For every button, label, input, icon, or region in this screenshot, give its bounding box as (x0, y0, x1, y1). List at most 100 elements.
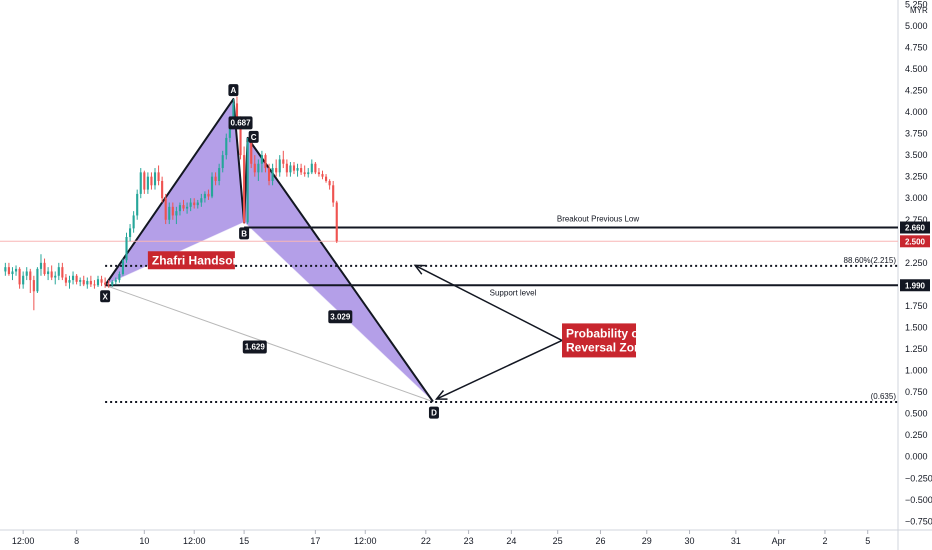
y-tick-label: 1.750 (905, 301, 928, 311)
candle-body (239, 124, 242, 156)
candle-body (324, 176, 328, 181)
candle-body (214, 176, 217, 181)
candle-body (43, 262, 46, 275)
prz-arrow-shaft (436, 339, 563, 400)
candle-body (96, 279, 100, 286)
point-label-x: X (102, 292, 108, 301)
y-tick-label: 1.250 (905, 344, 928, 354)
ratio-badge (228, 116, 253, 130)
point-label-a: A (231, 86, 237, 95)
candle-body (18, 268, 21, 285)
candle-body (71, 275, 75, 281)
y-tick-label: 3.000 (905, 193, 928, 203)
candle-body (193, 202, 196, 206)
candle-body (264, 155, 267, 169)
prz-arrow-head (434, 390, 448, 400)
point-badge-b (239, 227, 250, 240)
candle-body (303, 172, 306, 175)
annotation-zhafri-box (147, 251, 235, 270)
candle-body (139, 172, 142, 194)
candle-body (93, 284, 96, 286)
x-tick-label: Apr (772, 536, 786, 546)
y-tick-label: 4.250 (905, 85, 928, 95)
y-tick-label: 5.000 (905, 21, 928, 31)
point-badge-d (428, 406, 439, 419)
candle-body (111, 281, 114, 286)
candle-body (153, 172, 157, 186)
candle-body (82, 280, 85, 285)
x-tick-label: 25 (553, 536, 563, 546)
candle-body (271, 168, 274, 181)
prz-arrow-shaft (414, 264, 563, 342)
level-label-breakout: Breakout Previous Low (557, 215, 639, 224)
ratio-label: 0.687 (231, 118, 252, 127)
candle-body (282, 159, 285, 164)
candle-body (278, 159, 281, 173)
candle-body (307, 172, 310, 175)
candle-body (260, 155, 263, 164)
candle-body (289, 165, 292, 173)
y-tick-label: 4.000 (905, 107, 928, 117)
candle-body (189, 202, 192, 207)
level-label-support: Support level (490, 288, 537, 297)
candle-body (7, 267, 10, 275)
x-tick-label: 8 (74, 536, 79, 546)
x-tick-label: 12:00 (12, 536, 35, 546)
x-tick-label: 22 (421, 536, 431, 546)
price-tag-2660-text: 2.660 (905, 224, 926, 233)
candle-body (257, 163, 260, 173)
ratio-badge (242, 340, 267, 354)
candle-body (107, 284, 110, 286)
y-tick-label: 3.250 (905, 172, 928, 182)
y-tick-label: 4.500 (905, 64, 928, 74)
y-tick-label: 3.500 (905, 150, 928, 160)
candle-body (175, 211, 178, 216)
annotation-prz-line: Probability of (566, 326, 644, 340)
x-tick-label: 12:00 (354, 536, 377, 546)
candle-body (332, 185, 335, 203)
candle-body (125, 236, 128, 261)
candle-body (50, 271, 53, 278)
y-tick-label: 2.750 (905, 215, 928, 225)
candle-body (128, 228, 132, 237)
ratio-label: 3.029 (330, 312, 351, 321)
candle-body (314, 163, 317, 173)
candle-body (164, 198, 167, 220)
annotation-prz-line: Reversal Zone (566, 340, 648, 354)
candle-body (39, 262, 43, 269)
candle-body (232, 103, 235, 121)
price-tag-last-text: 2.500 (905, 237, 926, 246)
y-tick-label: 0.500 (905, 409, 928, 419)
y-tick-label: 4.750 (905, 42, 928, 52)
candle-body (146, 176, 149, 190)
y-tick-label: 0.750 (905, 387, 928, 397)
point-badge-a (228, 84, 239, 97)
level-label-886: 88.60%(2.215) (844, 256, 897, 265)
candle-body (182, 205, 185, 209)
y-tick-label: −0.500 (905, 495, 932, 505)
candle-body (32, 280, 35, 292)
y-tick-label: 1.500 (905, 322, 928, 332)
y-tick-label: 5.250 (905, 0, 928, 9)
price-tag-1990-text: 1.990 (905, 281, 926, 290)
candle-body (207, 193, 210, 197)
candle-body (292, 165, 296, 171)
candle-body (210, 176, 214, 197)
candle-body (296, 168, 299, 171)
candle-body (253, 163, 256, 173)
annotation-prz-box (562, 323, 637, 358)
y-tick-label: 1.000 (905, 366, 928, 376)
x-tick-label: 30 (685, 536, 695, 546)
candle-body (243, 155, 246, 223)
candle-body (335, 202, 338, 242)
candle-body (285, 163, 288, 173)
x-tick-label: 10 (139, 536, 149, 546)
candle-body (171, 206, 174, 216)
candle-body (54, 275, 57, 278)
candle-body (275, 168, 278, 173)
candle-body (157, 172, 160, 181)
candle-body (143, 172, 146, 190)
x-tick-label: 5 (865, 536, 870, 546)
